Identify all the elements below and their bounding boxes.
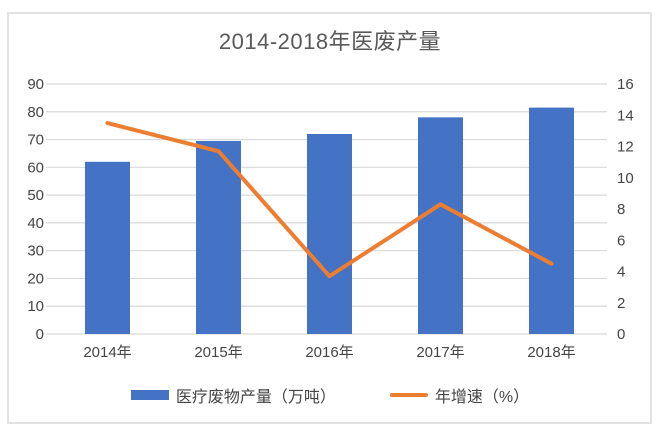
left-axis-tick-label: 70 [27,132,44,149]
x-axis-tick-label: 2016年 [305,344,353,361]
right-axis-tick-label: 10 [617,170,634,187]
left-axis-tick-label: 90 [27,76,44,93]
bar-series-swatch-icon [130,390,169,400]
right-axis-tick-label: 4 [617,264,625,281]
bar-2015年 [196,140,241,334]
line-series-label: 年增速（%） [434,389,530,406]
right-axis-tick-label: 12 [617,139,634,156]
left-axis-tick-label: 50 [27,187,44,204]
left-axis-tick-label: 40 [27,215,44,232]
growth-rate-line [105,121,554,279]
right-axis-tick-label: 14 [617,107,634,124]
x-axis-tick-label: 2018年 [527,344,575,361]
right-axis-tick-label: 0 [617,326,625,343]
left-axis-tick-label: 80 [27,104,44,121]
x-axis-tick-label: 2014年 [83,344,131,361]
right-axis-tick-label: 6 [617,232,625,249]
right-axis-tick-label: 8 [617,201,625,218]
right-axis-tick-label: 2 [617,295,625,312]
chart-title: 2014-2018年医废产量 [218,29,442,54]
x-axis-tick-label: 2017年 [416,344,464,361]
bar-2016年 [307,134,352,334]
bar-2018年 [529,107,574,334]
bar-2014年 [85,161,130,334]
x-axis-tick-label: 2015年 [194,344,242,361]
bar-2017年 [418,117,463,334]
left-axis-tick-label: 20 [27,270,44,287]
left-axis-tick-label: 60 [27,159,44,176]
left-axis-tick-label: 10 [27,298,44,315]
legend-item-bar-series: 医疗废物产量（万吨） [130,383,336,407]
legend-item-line-series: 年增速（%） [389,383,530,407]
legend: 医疗废物产量（万吨） 年增速（%） [0,383,660,407]
left-axis-tick-label: 0 [36,326,44,343]
left-axis-tick-label: 30 [27,243,44,260]
line-series-swatch-icon [389,393,428,397]
bar-series-label: 医疗废物产量（万吨） [175,389,336,406]
right-axis-tick-label: 16 [617,76,634,93]
